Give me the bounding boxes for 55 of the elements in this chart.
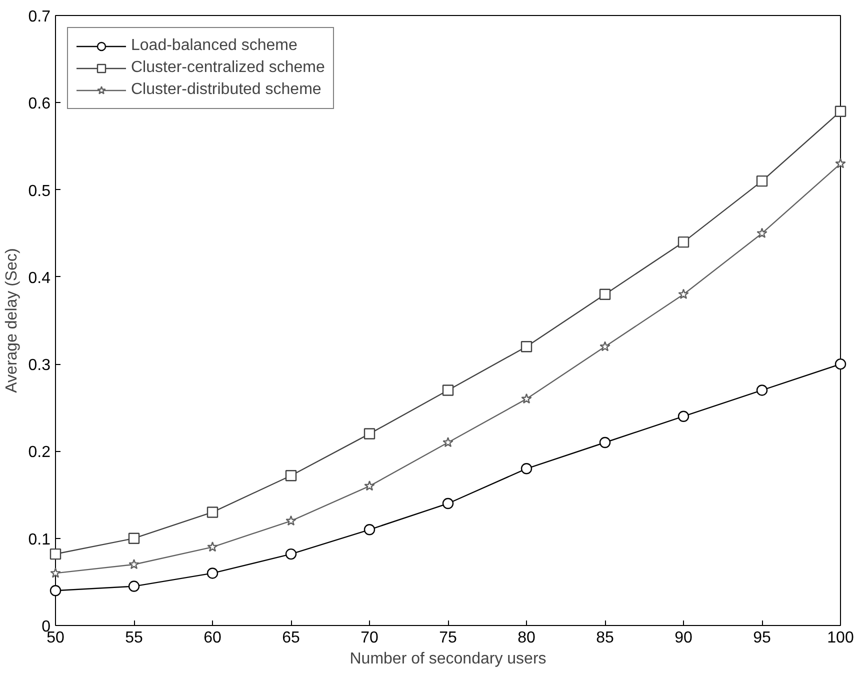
point xyxy=(600,341,610,352)
y-tick-label: 0.1 xyxy=(28,531,51,548)
point xyxy=(206,568,218,579)
x-axis-title: Number of secondary users xyxy=(350,650,546,668)
x-tick-label: 75 xyxy=(439,630,457,646)
x-tick-label: 70 xyxy=(360,630,378,646)
point xyxy=(50,585,62,596)
legend-label: Load-balanced scheme xyxy=(131,37,298,55)
point xyxy=(834,358,846,370)
y-tick-label: 0.4 xyxy=(28,270,51,287)
point xyxy=(756,175,768,187)
point xyxy=(206,506,218,518)
point xyxy=(835,158,846,168)
x-tick-label: 60 xyxy=(204,630,222,646)
point xyxy=(364,428,376,440)
point xyxy=(678,288,689,299)
legend-label: Cluster-distributed scheme xyxy=(131,81,322,99)
point xyxy=(442,498,454,510)
point xyxy=(50,568,61,578)
point xyxy=(285,470,297,482)
y-tick-label: 0.5 xyxy=(28,182,51,200)
y-tick-label: 0.7 xyxy=(28,8,51,26)
point xyxy=(678,236,690,248)
point xyxy=(756,384,768,396)
y-tick-label: 0.6 xyxy=(28,96,51,113)
point xyxy=(286,515,296,526)
point xyxy=(599,436,611,448)
point xyxy=(442,436,454,448)
point xyxy=(520,341,532,352)
point xyxy=(128,580,140,592)
point xyxy=(756,228,768,238)
point xyxy=(128,532,140,544)
point xyxy=(285,548,297,560)
x-tick-label: 100 xyxy=(827,630,854,646)
point xyxy=(678,410,690,422)
point xyxy=(128,558,140,570)
x-tick-label: 95 xyxy=(753,630,771,646)
x-tick-label: 65 xyxy=(282,630,300,646)
y-axis-title: Average delay (Sec) xyxy=(3,248,20,393)
point xyxy=(207,541,218,552)
point xyxy=(520,463,532,474)
point xyxy=(599,288,611,300)
y-tick-label: 0.2 xyxy=(28,444,51,462)
point xyxy=(364,524,376,536)
x-tick-label: 90 xyxy=(674,630,692,646)
x-tick-label: 80 xyxy=(518,630,536,646)
x-tick-label: 55 xyxy=(125,630,143,646)
point xyxy=(521,393,532,404)
y-tick-label: 0.3 xyxy=(28,357,51,374)
legend-label: Cluster-centralized scheme xyxy=(131,59,325,77)
point xyxy=(50,548,62,560)
point xyxy=(834,106,846,117)
point xyxy=(364,480,375,491)
point xyxy=(442,384,454,396)
x-tick-label: 85 xyxy=(596,630,614,646)
